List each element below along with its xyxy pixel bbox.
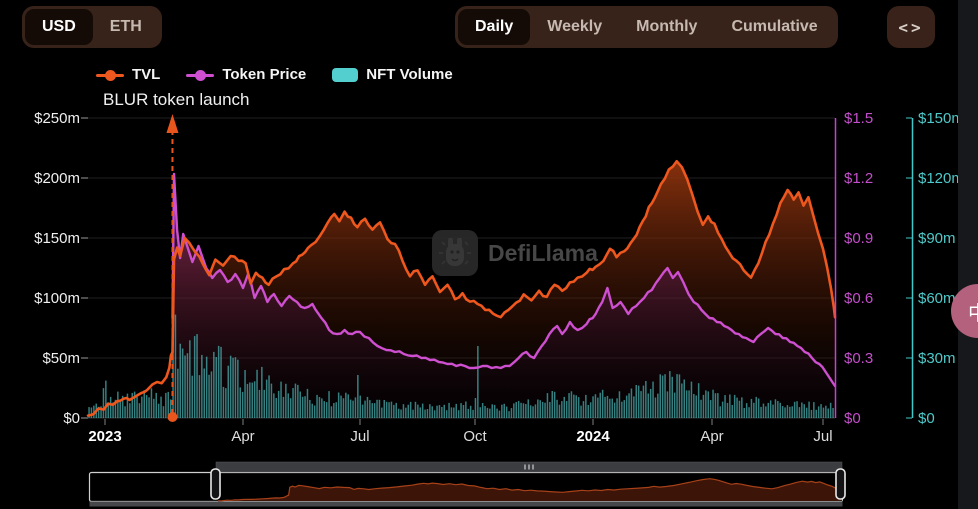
price-axis-label: $0.6 [844, 290, 873, 307]
left-axis-label: $200m [34, 170, 80, 187]
x-axis-label: Apr [700, 428, 723, 445]
right-axes: $0 $0.3 $0.6 $0.9 $1.2 $1.5 $0 $30m $60m $90m $120… [834, 110, 964, 427]
volume-axis-label: $30m [918, 350, 956, 367]
brush-left-handle[interactable] [210, 468, 221, 500]
nft-volume-bars [88, 314, 834, 418]
right-edge-panel [958, 0, 978, 509]
annotation-blur-launch-label: BLUR token launch [103, 90, 250, 109]
x-axis-label: 2023 [88, 428, 121, 445]
interval-cumulative-button[interactable]: Cumulative [714, 9, 834, 45]
tvl-line-dot-icon [96, 69, 124, 81]
legend-label-tvl: TVL [132, 66, 161, 83]
interval-toggle: Daily Weekly Monthly Cumulative [455, 6, 838, 48]
left-axis-label: $50m [42, 350, 80, 367]
left-axis-label: $100m [34, 290, 80, 307]
x-axis: 2023 Apr Jul Oct 2024 Apr Jul [88, 419, 833, 445]
volume-axis-label: $0 [918, 410, 935, 427]
volume-axis-label: $120m [918, 170, 964, 187]
price-axis-label: $1.5 [844, 110, 873, 127]
chart-legend: TVL Token Price NFT Volume [96, 66, 453, 83]
brush-right-handle[interactable] [835, 468, 846, 500]
watermark: DefiLlama [432, 230, 598, 276]
price-axis-label: $0.9 [844, 230, 873, 247]
left-axis-label: $0 [63, 410, 80, 427]
volume-axis-label: $150m [918, 110, 964, 127]
legend-item-token-price[interactable]: Token Price [186, 66, 306, 83]
currency-toggle: USD ETH [22, 6, 162, 48]
price-axis-label: $0 [844, 410, 861, 427]
token-price-line [171, 172, 837, 388]
interval-weekly-button[interactable]: Weekly [530, 9, 619, 45]
x-axis-label: 2024 [576, 428, 610, 445]
legend-label-nft-volume: NFT Volume [366, 66, 453, 83]
plot-area[interactable] [88, 118, 835, 418]
nft-volume-swatch-icon [332, 67, 359, 82]
tvl-line [86, 159, 837, 417]
left-axis-label: $250m [34, 110, 80, 127]
x-axis-label: Jul [350, 428, 369, 445]
legend-label-token-price: Token Price [222, 66, 307, 83]
brush-mini-area [218, 478, 842, 501]
legend-item-nft-volume[interactable]: NFT Volume [332, 66, 453, 83]
blur-launch-annotation [166, 114, 179, 422]
price-axis-label: $0.3 [844, 350, 873, 367]
currency-usd-button[interactable]: USD [25, 9, 93, 45]
token-price-line-dot-icon [186, 69, 215, 81]
legend-item-tvl[interactable]: TVL [96, 66, 160, 83]
left-axis-label: $150m [34, 230, 80, 247]
interval-monthly-button[interactable]: Monthly [619, 9, 714, 45]
interval-daily-button[interactable]: Daily [458, 9, 531, 45]
x-axis-label: Jul [813, 428, 832, 445]
volume-axis-label: $90m [918, 230, 956, 247]
svg-text:DefiLlama: DefiLlama [488, 240, 598, 266]
x-axis-label: Apr [231, 428, 254, 445]
price-axis-label: $1.2 [844, 170, 873, 187]
x-axis-label: Oct [463, 428, 487, 445]
embed-code-button[interactable]: <> [887, 6, 935, 48]
token-price-area [172, 174, 835, 418]
datazoom-brush [88, 461, 846, 507]
brush-mini-line [217, 478, 843, 502]
currency-eth-button[interactable]: ETH [93, 9, 159, 45]
brush-baseline [89, 501, 843, 507]
volume-axis-label: $60m [918, 290, 956, 307]
